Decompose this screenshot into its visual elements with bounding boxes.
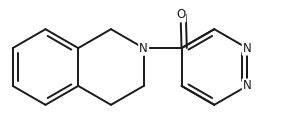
Text: N: N (139, 42, 148, 55)
Text: O: O (176, 8, 185, 21)
Text: N: N (243, 42, 251, 55)
Text: N: N (243, 79, 251, 92)
Text: O: O (176, 8, 185, 21)
Text: N: N (139, 42, 148, 55)
